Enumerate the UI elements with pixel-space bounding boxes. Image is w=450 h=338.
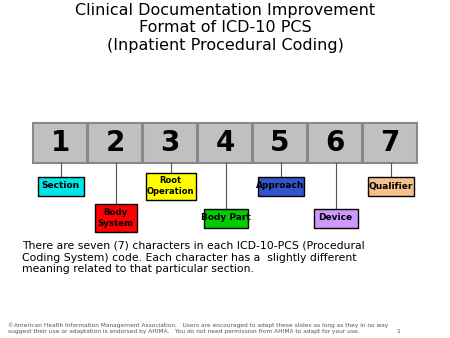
Text: Section: Section <box>41 182 80 191</box>
Text: 4: 4 <box>215 129 235 157</box>
Text: Clinical Documentation Improvement
Format of ICD-10 PCS
(Inpatient Procedural Co: Clinical Documentation Improvement Forma… <box>75 3 375 53</box>
Text: 3: 3 <box>160 129 180 157</box>
FancyBboxPatch shape <box>308 123 362 163</box>
FancyBboxPatch shape <box>314 209 357 227</box>
Text: Device: Device <box>319 214 352 222</box>
FancyBboxPatch shape <box>37 176 84 195</box>
Text: Body Part: Body Part <box>201 214 250 222</box>
FancyBboxPatch shape <box>253 123 307 163</box>
Text: Body
System: Body System <box>98 208 134 228</box>
Text: 5: 5 <box>270 129 290 157</box>
FancyBboxPatch shape <box>94 204 136 232</box>
Text: 6: 6 <box>325 129 345 157</box>
Text: Qualifier: Qualifier <box>368 182 413 191</box>
FancyBboxPatch shape <box>145 172 195 199</box>
Text: 1: 1 <box>50 129 70 157</box>
FancyBboxPatch shape <box>143 123 197 163</box>
FancyBboxPatch shape <box>33 123 87 163</box>
Text: 7: 7 <box>380 129 400 157</box>
FancyBboxPatch shape <box>368 176 414 195</box>
Text: ©American Health Information Management Association.   Users are encouraged to a: ©American Health Information Management … <box>8 322 401 334</box>
FancyBboxPatch shape <box>88 123 142 163</box>
Text: Root
Operation: Root Operation <box>147 176 194 196</box>
Text: 2: 2 <box>105 129 125 157</box>
Text: There are seven (7) characters in each ICD-10-PCS (Procedural
Coding System) cod: There are seven (7) characters in each I… <box>22 241 364 274</box>
FancyBboxPatch shape <box>363 123 417 163</box>
FancyBboxPatch shape <box>257 176 303 195</box>
FancyBboxPatch shape <box>198 123 252 163</box>
Text: Approach: Approach <box>256 182 305 191</box>
FancyBboxPatch shape <box>203 209 248 227</box>
